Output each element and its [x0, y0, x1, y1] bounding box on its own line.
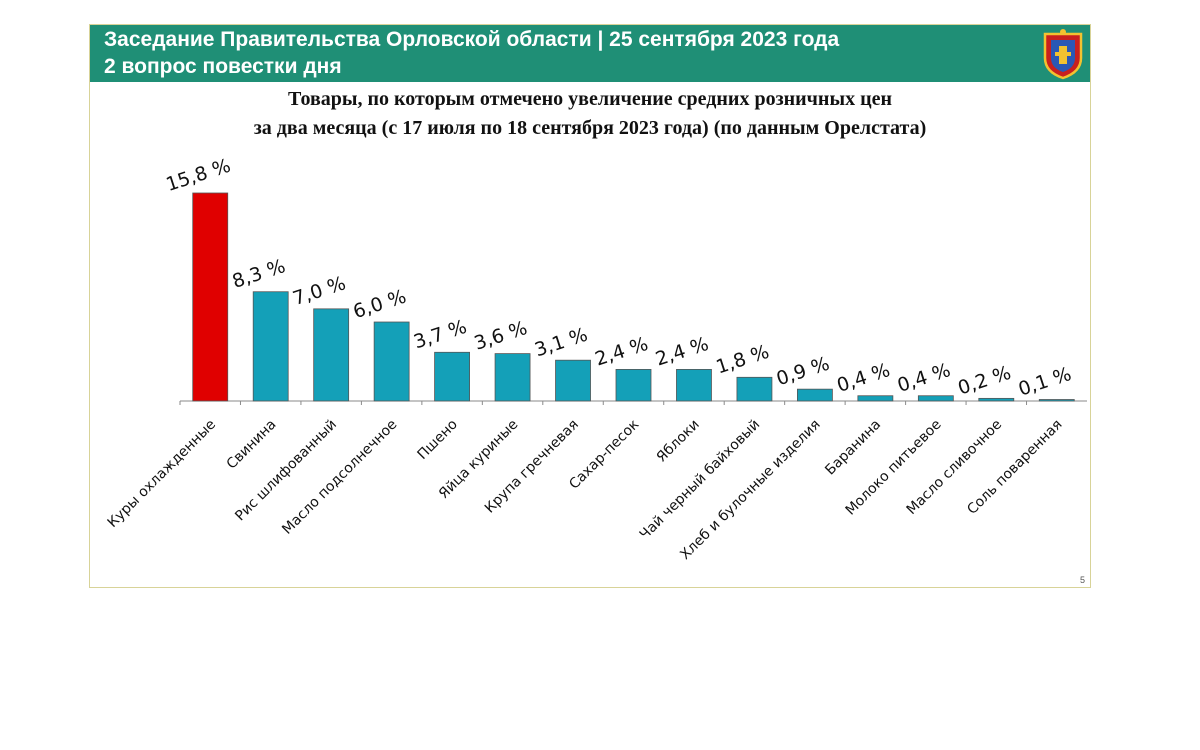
agenda-item: 2 вопрос повестки дня	[104, 55, 342, 78]
data-label-6: 3,6 %	[471, 317, 529, 355]
data-label-4: 6,0 %	[351, 285, 409, 323]
category-label-10: Чай черный байховый	[637, 417, 763, 543]
category-label-9: Яблоки	[654, 417, 703, 466]
bar-6	[494, 353, 531, 402]
bar-7	[555, 359, 591, 402]
chart-title-line2: за два месяца (с 17 июля по 18 сентября …	[253, 117, 927, 139]
data-label-15: 0,1 %	[1016, 363, 1074, 401]
bar-13	[917, 395, 954, 402]
bar-5	[434, 351, 471, 402]
bar-9	[676, 369, 712, 402]
category-label-2: Свинина	[224, 417, 280, 473]
data-label-3: 7,0 %	[290, 272, 348, 310]
category-label-3: Рис шлифованный	[232, 417, 340, 525]
data-label-5: 3,7 %	[411, 316, 469, 354]
bar-10	[736, 376, 773, 402]
data-label-14: 0,2 %	[955, 362, 1013, 400]
slide-header: Заседание Правительства Орловской област…	[90, 25, 1090, 82]
data-label-12: 0,4 %	[834, 359, 892, 397]
category-label-12: Баранина	[822, 417, 884, 479]
bar-11	[797, 388, 833, 402]
bar-chart: 15,8 % Куры охлажденные 8,3 % Свинина 7,0 % Р…	[105, 155, 1087, 563]
bar-14	[978, 397, 1015, 402]
data-label-13: 0,4 %	[895, 359, 953, 397]
category-label-1: Куры охлажденные	[105, 417, 219, 531]
bar-12	[857, 395, 894, 402]
coat-of-arms-icon	[1043, 29, 1083, 80]
bar-8	[615, 369, 652, 402]
bar-1	[192, 192, 229, 402]
data-label-7: 3,1 %	[532, 324, 590, 362]
data-label-9: 2,4 %	[653, 333, 711, 371]
slide: Заседание Правительства Орловской област…	[89, 24, 1091, 588]
page-number: 5	[1079, 575, 1085, 585]
data-label-11: 0,9 %	[774, 353, 832, 391]
bar-3	[313, 308, 350, 402]
bar-4	[373, 321, 410, 402]
data-label-8: 2,4 %	[592, 333, 650, 371]
bar-2	[252, 291, 289, 402]
data-label-1: 15,8 %	[163, 155, 233, 196]
chart-title-line1: Товары, по которым отмечено увеличение с…	[288, 88, 892, 110]
data-label-10: 1,8 %	[713, 341, 771, 379]
meeting-title: Заседание Правительства Орловской област…	[104, 28, 840, 51]
category-label-5: Пшено	[414, 417, 460, 463]
bar-15	[1038, 399, 1075, 402]
category-label-4: Масло подсолнечное	[279, 417, 400, 538]
data-label-2: 8,3 %	[230, 255, 288, 293]
